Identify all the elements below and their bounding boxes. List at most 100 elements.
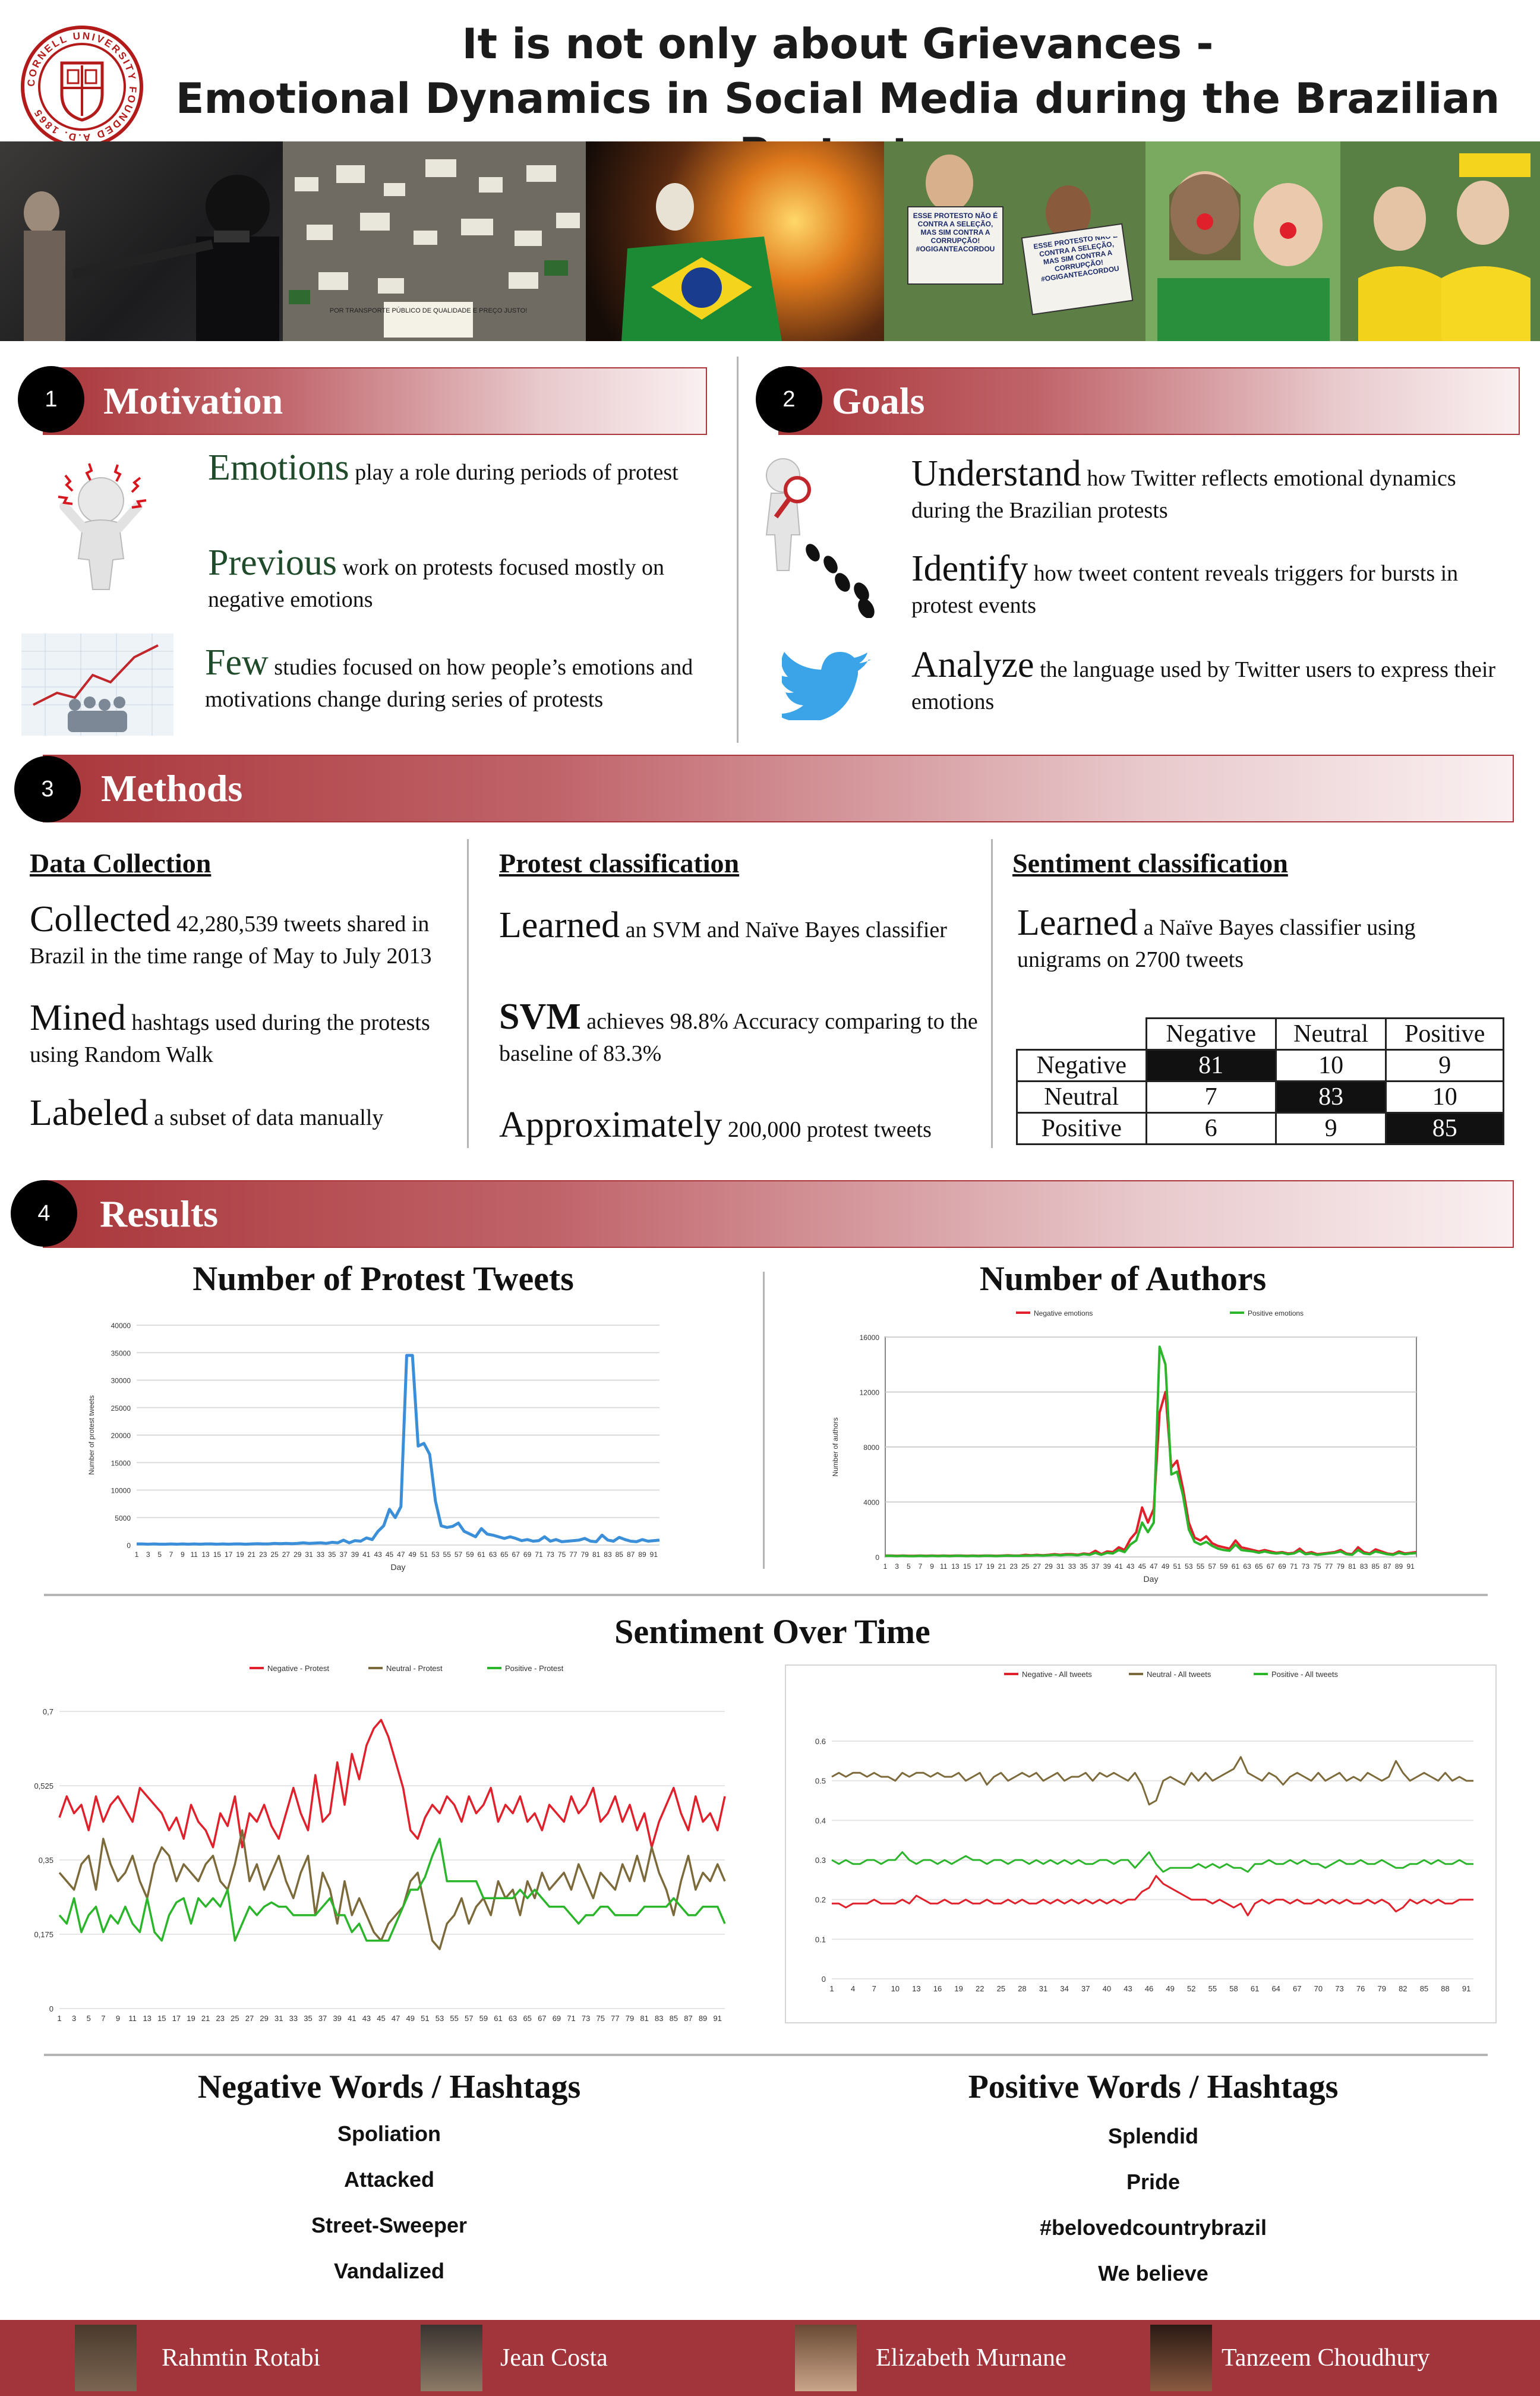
x-tick-label: 15 <box>963 1562 971 1571</box>
data-collection-heading: Data Collection <box>30 848 212 878</box>
legend-label: Positive - Protest <box>505 1664 564 1673</box>
results-hr-1 <box>44 1594 1488 1596</box>
methods-divider-2 <box>991 839 993 1148</box>
x-tick-label: 59 <box>1220 1562 1228 1571</box>
x-tick-label: 51 <box>420 1550 428 1559</box>
x-tick-label: 85 <box>1420 1984 1428 1993</box>
motivation-title: Motivation <box>103 380 283 422</box>
x-tick-label: 3 <box>72 2014 76 2023</box>
x-tick-label: 85 <box>670 2014 678 2023</box>
matrix-cell: 10 <box>1385 1080 1504 1114</box>
section-number-1: 1 <box>18 366 84 433</box>
x-tick-label: 71 <box>567 2014 575 2023</box>
x-tick-label: 77 <box>1325 1562 1333 1571</box>
x-tick-label: 13 <box>201 1550 210 1559</box>
y-tick-label: 35000 <box>111 1349 131 1357</box>
author-name: Jean Costa <box>500 2344 608 2372</box>
x-tick-label: 65 <box>1255 1562 1263 1571</box>
x-tick-label: 15 <box>157 2014 166 2023</box>
results-title: Results <box>100 1193 219 1235</box>
x-tick-label: 1 <box>135 1550 139 1559</box>
x-tick-label: 43 <box>374 1550 382 1559</box>
y-tick-label: 16000 <box>860 1333 880 1342</box>
data-collection-item-2: Mined hashtags used during the protests … <box>30 998 430 1067</box>
goals-item-1: Understand how Twitter reflects emotiona… <box>911 453 1456 523</box>
x-tick-label: 67 <box>1267 1562 1275 1571</box>
y-tick-label: 0.1 <box>815 1935 826 1944</box>
y-tick-label: 5000 <box>115 1514 131 1522</box>
photo-fans-yellow-jerseys <box>1340 141 1540 341</box>
x-tick-label: 35 <box>304 2014 312 2023</box>
series-line <box>58 1829 726 1950</box>
author-name: Elizabeth Murnane <box>876 2344 1066 2372</box>
x-tick-label: 85 <box>616 1550 624 1559</box>
x-tick-label: 23 <box>259 1550 267 1559</box>
x-tick-label: 91 <box>1462 1984 1470 1993</box>
matrix-cell: 83 <box>1274 1080 1387 1114</box>
protest-tweets-chart: 0 5000 10000 15000 20000 25000 30000 35000 40000… <box>87 1322 660 1572</box>
results-hr-2 <box>44 2054 1488 2056</box>
twitter-bird-icon <box>775 649 877 723</box>
matrix-cell: 9 <box>1274 1112 1387 1145</box>
sentiment-classification-heading: Sentiment classification <box>1012 848 1288 878</box>
x-tick-label: 11 <box>128 2014 137 2023</box>
x-tick-label: 45 <box>377 2014 385 2023</box>
x-tick-label: 25 <box>997 1984 1005 1993</box>
x-tick-label: 41 <box>1115 1562 1123 1571</box>
matrix-col-header: Negative <box>1145 1017 1277 1051</box>
x-tick-label: 21 <box>248 1550 256 1559</box>
x-tick-label: 19 <box>954 1984 962 1993</box>
x-tick-label: 4 <box>851 1984 855 1993</box>
x-tick-label: 9 <box>116 2014 120 2023</box>
positive-word: Splendid <box>1108 2124 1198 2148</box>
x-tick-label: 71 <box>1290 1562 1298 1571</box>
x-tick-label: 25 <box>270 1550 279 1559</box>
confusion-matrix: Negative Neutral Positive Negative 81 10… <box>1016 1017 1504 1145</box>
x-tick-label: 79 <box>1377 1984 1386 1993</box>
y-tick-label: 0,175 <box>34 1930 53 1939</box>
legend-label: Positive - All tweets <box>1271 1670 1338 1679</box>
x-tick-label: 21 <box>201 2014 210 2023</box>
x-tick-label: 87 <box>627 1550 635 1559</box>
sentiment-classification-item-1: Learned a Naïve Bayes classifier using u… <box>1017 903 1416 972</box>
x-tick-label: 29 <box>260 2014 268 2023</box>
series-line <box>885 1391 1417 1558</box>
x-axis-label: Day <box>1144 1574 1159 1584</box>
x-tick-label: 5 <box>157 1550 162 1559</box>
x-tick-label: 17 <box>975 1562 983 1571</box>
x-tick-label: 47 <box>392 2014 400 2023</box>
matrix-cell: 81 <box>1145 1049 1277 1082</box>
x-tick-label: 23 <box>216 2014 225 2023</box>
photo-fans-clown-noses <box>1145 141 1340 341</box>
negative-word: Vandalized <box>333 2259 445 2283</box>
matrix-cell: 9 <box>1385 1049 1504 1082</box>
x-tick-label: 55 <box>1208 1984 1217 1993</box>
x-tick-label: 52 <box>1187 1984 1195 1993</box>
x-tick-label: 79 <box>1337 1562 1345 1571</box>
y-tick-label: 8000 <box>863 1443 879 1452</box>
x-tick-label: 55 <box>450 2014 458 2023</box>
x-tick-label: 71 <box>535 1550 543 1559</box>
x-tick-label: 91 <box>713 2014 721 2023</box>
title-line-2: Emotional Dynamics in Social Media durin… <box>175 74 1500 178</box>
x-tick-label: 34 <box>1060 1984 1068 1993</box>
data-collection-item-1: Collected 42,280,539 tweets shared in Br… <box>30 899 432 969</box>
y-tick-label: 0,7 <box>43 1707 53 1716</box>
x-tick-label: 27 <box>282 1550 291 1559</box>
positive-word: Pride <box>1126 2170 1181 2194</box>
x-tick-label: 49 <box>408 1550 416 1559</box>
x-tick-label: 17 <box>225 1550 233 1559</box>
x-tick-label: 33 <box>289 2014 298 2023</box>
x-tick-label: 39 <box>333 2014 341 2023</box>
motivation-item-1: Emotions play a role during periods of p… <box>208 447 679 488</box>
x-tick-label: 33 <box>317 1550 325 1559</box>
x-tick-label: 19 <box>236 1550 244 1559</box>
x-tick-label: 49 <box>406 2014 415 2023</box>
protest-classification-item-1: Learned an SVM and Naïve Bayes classifie… <box>499 905 947 945</box>
x-tick-label: 83 <box>655 2014 663 2023</box>
x-tick-label: 89 <box>638 1550 646 1559</box>
column-divider <box>737 357 739 743</box>
y-tick-label: 4000 <box>863 1499 879 1507</box>
goals-item-3: Analyze the language used by Twitter use… <box>911 645 1496 714</box>
